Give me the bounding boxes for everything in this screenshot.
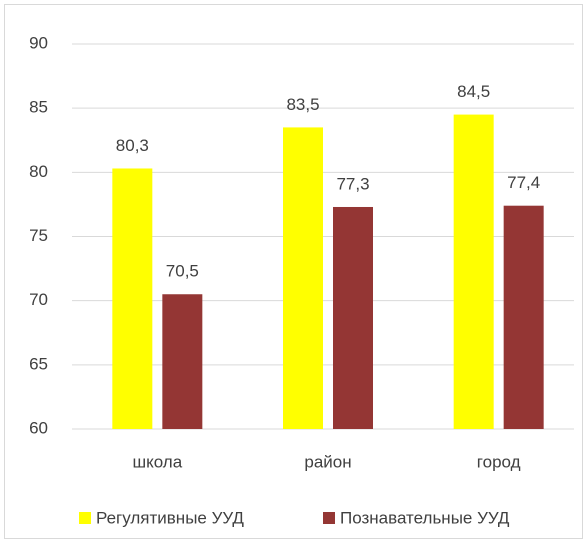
bar xyxy=(112,168,153,429)
x-tick-label: район xyxy=(304,452,351,471)
legend-label: Познавательные УУД xyxy=(340,508,510,527)
legend-swatch xyxy=(323,512,335,524)
y-tick-label: 75 xyxy=(29,226,48,245)
y-tick-label: 85 xyxy=(29,98,48,117)
bar xyxy=(333,206,373,429)
y-tick-label: 60 xyxy=(29,418,48,437)
data-label: 70,5 xyxy=(166,262,199,281)
y-tick-label: 70 xyxy=(29,290,48,309)
x-tick-label: школа xyxy=(132,452,182,471)
x-tick-label: город xyxy=(477,452,521,471)
data-label: 80,3 xyxy=(116,136,149,155)
data-label: 84,5 xyxy=(457,82,490,101)
data-label: 77,3 xyxy=(336,174,369,193)
legend-label: Регулятивные УУД xyxy=(96,508,244,527)
legend-swatch xyxy=(79,512,91,524)
data-label: 83,5 xyxy=(286,95,319,114)
y-tick-label: 90 xyxy=(29,33,48,52)
y-tick-label: 65 xyxy=(29,354,48,373)
y-tick-label: 80 xyxy=(29,162,48,181)
bar xyxy=(453,114,494,429)
bar xyxy=(162,294,203,429)
bar xyxy=(503,205,544,429)
data-label: 77,4 xyxy=(507,173,540,192)
bar xyxy=(283,127,323,430)
